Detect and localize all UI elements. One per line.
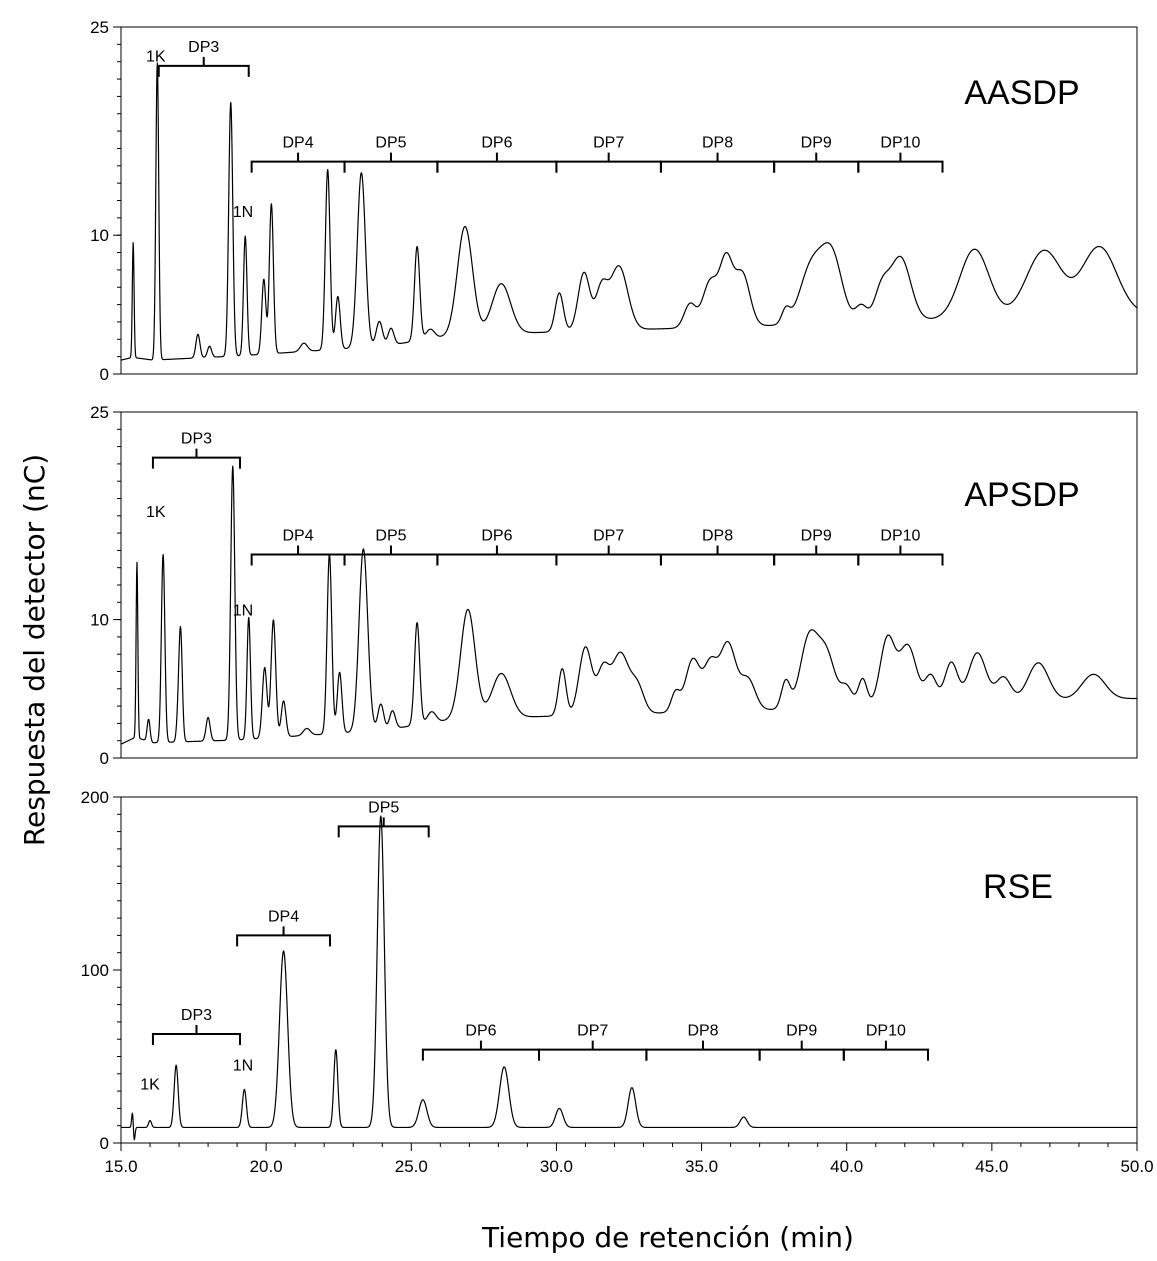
plot-frame bbox=[120, 411, 1138, 759]
peak-label-1k: 1K bbox=[140, 1076, 160, 1093]
bracket-label-dp7: DP7 bbox=[593, 135, 624, 152]
bracket-label-dp9: DP9 bbox=[801, 528, 832, 545]
bracket-label-dp10: DP10 bbox=[880, 135, 920, 152]
x-tick-label: 15.0 bbox=[104, 1157, 137, 1176]
bracket-label-dp3: DP3 bbox=[181, 1007, 212, 1024]
bracket-dp3 bbox=[151, 448, 242, 469]
bracket-dp4 bbox=[236, 926, 332, 947]
bracket-label-dp9: DP9 bbox=[786, 1023, 817, 1040]
bracket-dp7 bbox=[538, 1040, 648, 1061]
x-tick-label: 20.0 bbox=[250, 1157, 283, 1176]
peak-label-1n: 1N bbox=[233, 602, 253, 619]
bracket-label-dp10: DP10 bbox=[866, 1023, 906, 1040]
bracket-dp3 bbox=[157, 56, 250, 77]
x-tick-label: 40.0 bbox=[830, 1157, 863, 1176]
y-tick-label: 0 bbox=[100, 749, 109, 768]
bracket-label-dp3: DP3 bbox=[181, 431, 212, 448]
bracket-label-dp6: DP6 bbox=[465, 1023, 496, 1040]
bracket-dp5 bbox=[343, 152, 439, 173]
bracket-label-dp10: DP10 bbox=[880, 528, 920, 545]
peak-label-1k: 1K bbox=[146, 49, 166, 66]
sample-label: APSDP bbox=[964, 476, 1079, 514]
sample-label: RSE bbox=[983, 868, 1053, 906]
bracket-label-dp5: DP5 bbox=[375, 528, 406, 545]
bracket-dp10 bbox=[857, 545, 944, 566]
bracket-label-dp6: DP6 bbox=[481, 528, 512, 545]
chart-panel-rse: 0 100 200 15.0 20.0 25.0 30.0 35.0 40.0 45.0 50.0 D… bbox=[81, 788, 1154, 1176]
bracket-dp6 bbox=[421, 1040, 541, 1061]
bracket-label-dp5: DP5 bbox=[375, 135, 406, 152]
bracket-label-dp7: DP7 bbox=[593, 528, 624, 545]
bracket-dp9 bbox=[773, 152, 860, 173]
chart-panel-aasdp: 0 10 25 DP3 DP4 DP5 DP6 DP7 DP8 DP9 DP10 1K 1N AASDP bbox=[90, 18, 1138, 384]
bracket-label-dp4: DP4 bbox=[268, 908, 299, 925]
bracket-dp7 bbox=[555, 545, 662, 566]
bracket-label-dp6: DP6 bbox=[481, 135, 512, 152]
x-tick-label: 35.0 bbox=[685, 1157, 718, 1176]
bracket-dp10 bbox=[857, 152, 944, 173]
bracket-dp5 bbox=[337, 817, 430, 838]
y-tick-label: 10 bbox=[90, 226, 109, 245]
chart-panel-apsdp: 0 10 25 DP3 DP4 DP5 DP6 DP7 DP8 DP9 DP10 1K 1N APSDP bbox=[90, 403, 1138, 768]
x-tick-label: 30.0 bbox=[540, 1157, 573, 1176]
chromatogram-trace bbox=[120, 815, 1138, 1141]
bracket-label-dp5: DP5 bbox=[368, 799, 399, 816]
bracket-dp3 bbox=[151, 1025, 242, 1046]
bracket-dp6 bbox=[436, 152, 558, 173]
sample-label: AASDP bbox=[964, 74, 1079, 112]
x-axis-title: Tiempo de retención (min) bbox=[481, 1221, 854, 1254]
y-tick-label: 10 bbox=[90, 611, 109, 630]
y-axis-title: Respuesta del detector (nC) bbox=[18, 454, 51, 846]
y-tick-label: 200 bbox=[81, 788, 109, 807]
bracket-dp8 bbox=[645, 1040, 761, 1061]
bracket-dp5 bbox=[343, 545, 439, 566]
y-tick-label: 0 bbox=[100, 1134, 109, 1153]
bracket-dp4 bbox=[250, 152, 346, 173]
bracket-dp6 bbox=[436, 545, 558, 566]
bracket-label-dp9: DP9 bbox=[801, 135, 832, 152]
bracket-dp9 bbox=[773, 545, 860, 566]
bracket-label-dp7: DP7 bbox=[577, 1023, 608, 1040]
peak-label-1n: 1N bbox=[233, 1057, 253, 1074]
bracket-label-dp8: DP8 bbox=[702, 135, 733, 152]
bracket-label-dp4: DP4 bbox=[283, 135, 314, 152]
peak-label-1k: 1K bbox=[146, 504, 166, 521]
bracket-label-dp8: DP8 bbox=[702, 528, 733, 545]
bracket-dp7 bbox=[555, 152, 662, 173]
bracket-dp10 bbox=[842, 1040, 929, 1061]
x-tick-label: 50.0 bbox=[1120, 1157, 1153, 1176]
y-tick-label: 25 bbox=[90, 403, 109, 422]
chromatogram-trace bbox=[120, 465, 1138, 745]
y-tick-label: 0 bbox=[100, 365, 109, 384]
peak-label-1n: 1N bbox=[233, 204, 253, 221]
bracket-label-dp3: DP3 bbox=[188, 39, 219, 56]
y-tick-label: 25 bbox=[90, 18, 109, 37]
y-tick-label: 100 bbox=[81, 961, 109, 980]
bracket-dp9 bbox=[758, 1040, 845, 1061]
bracket-dp8 bbox=[659, 152, 776, 173]
x-tick-label: 45.0 bbox=[975, 1157, 1008, 1176]
x-tick-label: 25.0 bbox=[395, 1157, 428, 1176]
bracket-dp8 bbox=[659, 545, 776, 566]
chromatogram-trace bbox=[120, 62, 1138, 361]
bracket-label-dp8: DP8 bbox=[687, 1023, 718, 1040]
bracket-label-dp4: DP4 bbox=[283, 528, 314, 545]
plot-frame bbox=[120, 796, 1138, 1144]
